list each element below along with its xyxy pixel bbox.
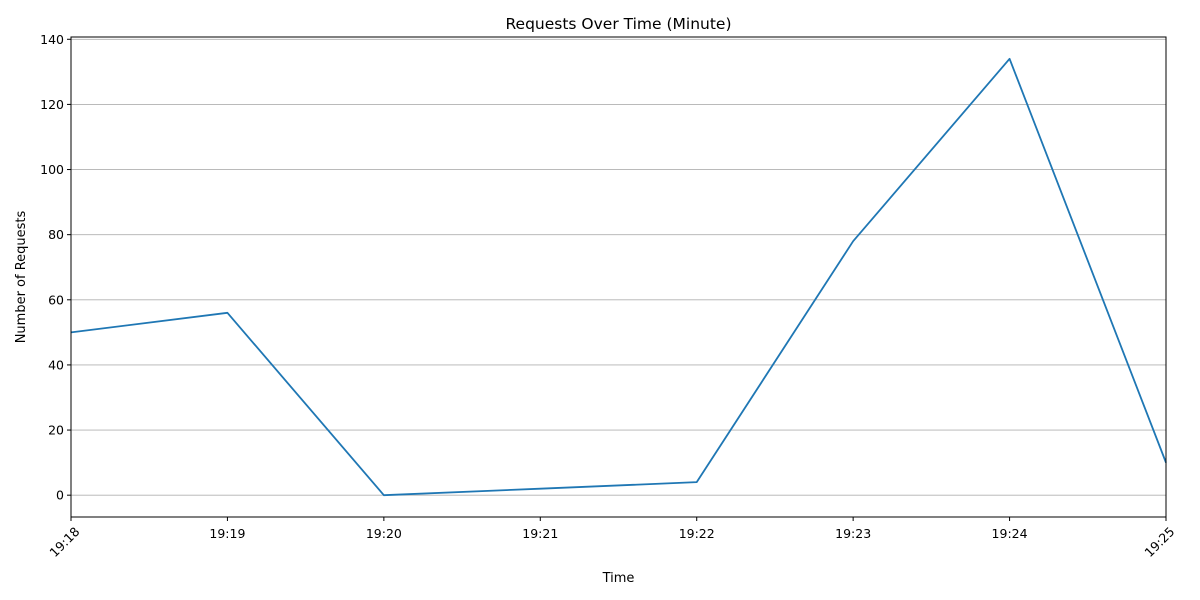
y-tick-label: 80 [48, 227, 64, 242]
y-tick-label: 120 [40, 97, 64, 112]
x-tick-label: 19:24 [992, 526, 1028, 541]
x-tick-label: 19:20 [366, 526, 402, 541]
y-tick-label: 0 [56, 488, 64, 503]
x-axis-ticks: 19:18 19:19 19:20 19:21 19:22 19:23 19:24 19:25 [46, 517, 1177, 560]
x-tick-label: 19:25 [1141, 524, 1177, 560]
y-tick-label: 60 [48, 292, 64, 307]
chart-title: Requests Over Time (Minute) [505, 15, 731, 33]
y-axis-ticks: 0 20 40 60 80 100 120 140 [40, 32, 71, 503]
x-tick-label: 19:21 [522, 526, 558, 541]
x-tick-label: 19:19 [209, 526, 245, 541]
y-tick-label: 140 [40, 32, 64, 47]
x-tick-label: 19:18 [46, 524, 82, 560]
y-tick-label: 40 [48, 357, 64, 372]
y-tick-label: 100 [40, 162, 64, 177]
series-line [70, 57, 1167, 497]
gridlines [71, 38, 1166, 496]
y-tick-label: 20 [48, 423, 64, 438]
x-tick-label: 19:22 [679, 526, 715, 541]
plot-frame [70, 36, 1167, 518]
x-tick-label: 19:23 [835, 526, 871, 541]
x-axis-label: Time [602, 571, 635, 586]
series-layer [70, 57, 1167, 497]
y-axis-label: Number of Requests [14, 210, 29, 343]
